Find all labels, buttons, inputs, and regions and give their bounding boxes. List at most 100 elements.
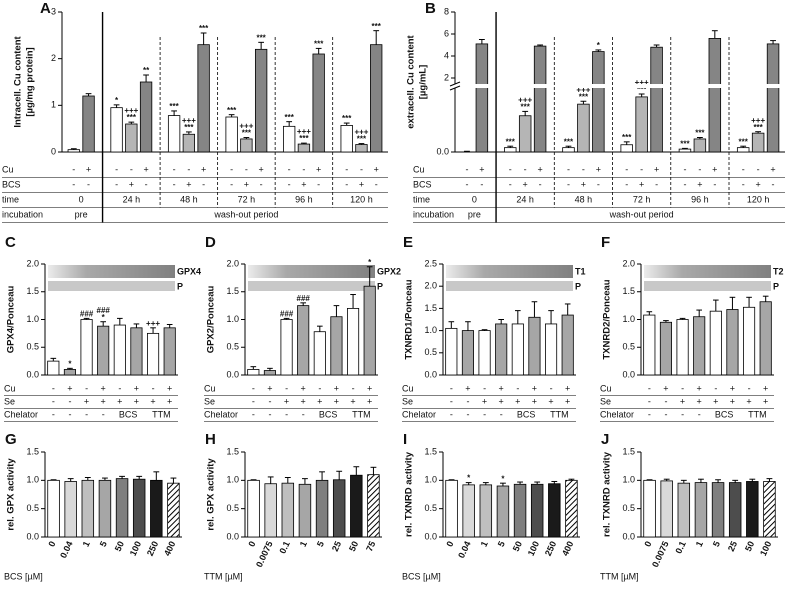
bar — [746, 481, 759, 538]
row-label: BCS — [413, 179, 432, 189]
table-cell: BCS — [119, 409, 138, 419]
table-cell: - — [87, 179, 90, 189]
row-label: incubation — [413, 209, 454, 219]
significance: *** — [199, 24, 209, 33]
bar — [312, 53, 325, 153]
table-cell: - — [52, 396, 55, 406]
table-cell: + — [301, 396, 306, 406]
table-cell: - — [52, 383, 55, 393]
bar — [577, 103, 590, 153]
y-axis-label: GPX4/Ponceau — [6, 286, 17, 354]
row-label: Se — [204, 396, 215, 406]
x-tick-label: 250 — [145, 540, 160, 558]
bar — [694, 482, 708, 538]
x-tick-label: 0 — [642, 540, 653, 549]
bar — [763, 481, 776, 538]
table-cell: - — [683, 164, 686, 174]
table-cell: - — [285, 409, 288, 419]
table-cell: + — [129, 179, 134, 189]
x-tick-label: 0.04 — [456, 540, 472, 560]
table-cell: + — [317, 396, 322, 406]
y-tick-label: 1.0 — [226, 475, 239, 485]
bar — [511, 323, 524, 376]
x-tick-label: 100 — [526, 540, 541, 558]
significance: +++ — [146, 319, 160, 328]
table-cell: + — [654, 164, 659, 174]
significance: *** — [357, 135, 367, 144]
break-mark — [449, 81, 461, 87]
y-tick-label: 0.0 — [622, 369, 635, 379]
y-tick-label: 2.0 — [26, 258, 39, 268]
bar — [726, 309, 739, 376]
x-tick-label: 25 — [330, 540, 343, 553]
significance: +++ — [518, 96, 532, 105]
bar — [167, 115, 181, 153]
bar — [445, 327, 458, 376]
table-cell: + — [259, 164, 264, 174]
blot-label: P — [177, 281, 183, 291]
table-cell: + — [150, 396, 155, 406]
panel-letter: C — [5, 234, 16, 251]
break-mark — [449, 85, 461, 91]
table-cell: - — [539, 179, 542, 189]
y-tick-label: 1.0 — [226, 314, 239, 324]
row-label: incubation — [2, 209, 43, 219]
table-cell: wash-out period — [213, 209, 278, 219]
table-cell: + — [301, 383, 306, 393]
bar — [693, 138, 707, 153]
ponceau-band — [446, 281, 573, 291]
bar — [150, 479, 163, 538]
table-cell: + — [730, 383, 735, 393]
x-tick-label: 400 — [162, 540, 177, 558]
significance: +++ — [635, 78, 649, 87]
table-cell: 24 h — [516, 194, 534, 204]
bar — [81, 479, 95, 538]
table-cell: + — [596, 164, 601, 174]
significance: * — [467, 474, 471, 483]
table-cell: - — [524, 164, 527, 174]
table-cell: - — [302, 409, 305, 419]
bar — [367, 474, 380, 538]
y-tick-label: 0.0 — [424, 369, 437, 379]
table-cell: - — [345, 179, 348, 189]
table-cell: - — [757, 164, 760, 174]
bar — [548, 483, 561, 538]
significance: *** — [127, 113, 137, 122]
table-cell: + — [186, 179, 191, 189]
table-cell: BCS — [517, 409, 536, 419]
bar — [728, 482, 742, 538]
table-cell: - — [145, 179, 148, 189]
x-tick-label: 0 — [444, 540, 455, 549]
table-cell: - — [655, 179, 658, 189]
bar — [495, 323, 508, 376]
significance: +++ — [576, 85, 590, 94]
table-cell: 48 h — [575, 194, 593, 204]
table-cell: + — [581, 179, 586, 189]
x-tick-label: 50 — [511, 540, 524, 553]
table-cell: + — [697, 179, 702, 189]
table-cell: + — [697, 396, 702, 406]
bar — [592, 51, 605, 153]
ponceau-band — [644, 281, 771, 291]
table-cell: + — [532, 396, 537, 406]
bar — [708, 38, 722, 153]
x-tick-label: 0.1 — [673, 540, 687, 556]
table-cell: + — [565, 383, 570, 393]
row-label: Chelator — [600, 409, 634, 419]
table-cell: - — [102, 409, 105, 419]
significance: *** — [227, 106, 237, 115]
table-cell: - — [772, 179, 775, 189]
bar — [297, 305, 310, 376]
bar — [182, 133, 196, 153]
table-cell: + — [479, 164, 484, 174]
table-cell: - — [466, 396, 469, 406]
bar — [363, 285, 376, 376]
significance: *** — [637, 85, 647, 94]
x-tick-label: 0.04 — [58, 540, 74, 560]
row-label: Se — [4, 396, 15, 406]
bar — [766, 43, 780, 153]
panel-letter: D — [205, 234, 216, 251]
table-cell: - — [683, 179, 686, 189]
table-cell: - — [480, 179, 483, 189]
y-axis-label: TXNRD1/Ponceau — [404, 279, 415, 359]
